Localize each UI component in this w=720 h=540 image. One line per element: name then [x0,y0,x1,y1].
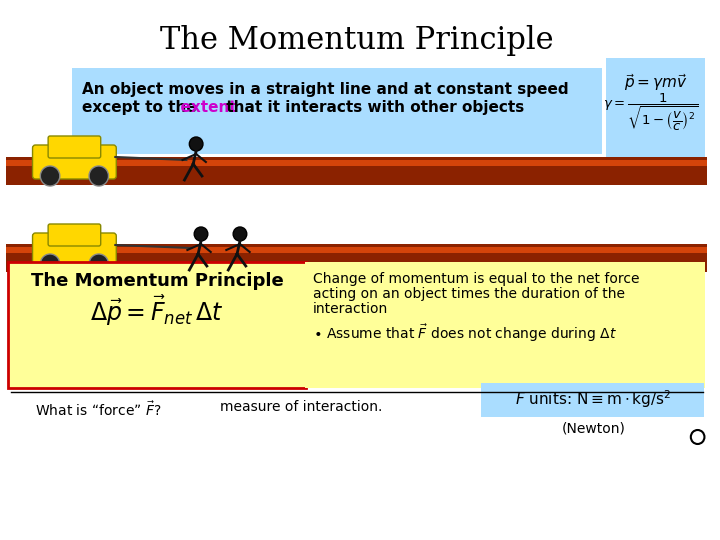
FancyBboxPatch shape [305,262,706,388]
Text: that it interacts with other objects: that it interacts with other objects [222,100,525,115]
FancyBboxPatch shape [8,262,306,388]
Text: (Newton): (Newton) [562,422,626,436]
Text: $\gamma = \dfrac{1}{\sqrt{1-\left(\dfrac{v}{c}\right)^2}}$: $\gamma = \dfrac{1}{\sqrt{1-\left(\dfrac… [603,92,698,133]
Text: $F$ units: $\mathrm{N} \equiv \mathrm{m} \cdot \mathrm{kg/s}^2$: $F$ units: $\mathrm{N} \equiv \mathrm{m}… [516,388,672,410]
Text: measure of interaction.: measure of interaction. [220,400,383,414]
Bar [6,244,707,272]
Circle shape [40,254,60,274]
Text: What is “force” $\vec{F}$?: What is “force” $\vec{F}$? [35,400,162,418]
Text: The Momentum Principle: The Momentum Principle [160,25,554,56]
Circle shape [189,137,203,151]
Bar [6,160,707,166]
Circle shape [89,254,109,274]
Circle shape [233,227,247,241]
Text: extent: extent [170,100,247,115]
FancyBboxPatch shape [48,136,101,158]
Text: Change of momentum is equal to the net force: Change of momentum is equal to the net f… [313,272,639,286]
FancyBboxPatch shape [48,224,101,246]
FancyBboxPatch shape [73,68,602,154]
Bar [6,157,707,185]
Circle shape [194,227,208,241]
Bar [6,247,707,253]
Text: $\bullet$ Assume that $\vec{F}$ does not change during $\Delta t$: $\bullet$ Assume that $\vec{F}$ does not… [313,322,617,343]
Circle shape [89,166,109,186]
Text: $\Delta\vec{p} = \vec{F}_{net}\,\Delta t$: $\Delta\vec{p} = \vec{F}_{net}\,\Delta t… [90,293,224,328]
Circle shape [40,166,60,186]
Text: $\vec{p} = \gamma m\vec{v}$: $\vec{p} = \gamma m\vec{v}$ [624,72,688,93]
FancyBboxPatch shape [482,383,704,417]
Text: interaction: interaction [313,302,388,316]
FancyBboxPatch shape [606,58,706,164]
Text: acting on an object times the duration of the: acting on an object times the duration o… [313,287,625,301]
Text: The Momentum Principle: The Momentum Principle [31,272,284,290]
Text: except to the: except to the [82,100,202,115]
Text: An object moves in a straight line and at constant speed: An object moves in a straight line and a… [82,82,569,97]
FancyBboxPatch shape [32,145,117,179]
FancyBboxPatch shape [32,233,117,267]
